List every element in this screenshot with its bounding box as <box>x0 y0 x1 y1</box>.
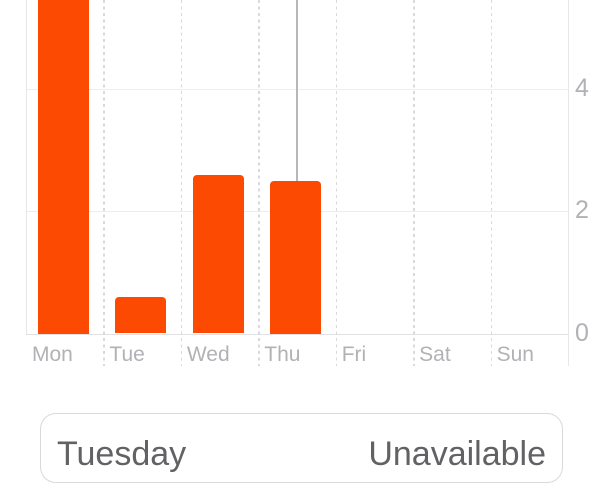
x-axis-label-sat: Sat <box>419 343 451 366</box>
summary-value: Unavailable <box>368 435 546 473</box>
category-separator <box>103 0 105 366</box>
bar-mon[interactable] <box>38 0 89 334</box>
summary-row: Tuesday Unavailable <box>41 437 562 471</box>
x-axis-label-fri: Fri <box>341 343 367 366</box>
category-separator <box>258 0 260 366</box>
bar-wed[interactable] <box>192 174 244 334</box>
selection-ruler-line <box>295 0 299 181</box>
x-axis-label-mon: Mon <box>32 343 73 366</box>
summary-card[interactable]: Tuesday Unavailable <box>40 413 563 483</box>
category-separator <box>490 0 493 366</box>
y-axis-tick-2: 2 <box>575 196 589 225</box>
gridline-y-0 <box>26 333 568 335</box>
summary-label: Tuesday <box>57 435 187 473</box>
plot-right-edge <box>568 0 569 366</box>
x-axis-label-thu: Thu <box>264 343 301 366</box>
bar-tue[interactable] <box>115 296 167 334</box>
x-axis-label-sun: Sun <box>496 343 534 366</box>
y-axis-tick-0: 0 <box>575 318 589 347</box>
category-separator <box>335 0 338 366</box>
bar-thu[interactable] <box>270 180 322 334</box>
category-separator <box>413 0 415 366</box>
y-axis-tick-4: 4 <box>575 74 589 103</box>
x-axis-label-wed: Wed <box>186 343 230 366</box>
category-separator <box>180 0 183 366</box>
x-axis-label-tue: Tue <box>109 343 145 366</box>
weekly-bar-chart[interactable]: Mon Tue Wed Thu Fri Sat Sun 0 2 4 <box>0 0 600 380</box>
plot-left-edge <box>26 0 27 334</box>
